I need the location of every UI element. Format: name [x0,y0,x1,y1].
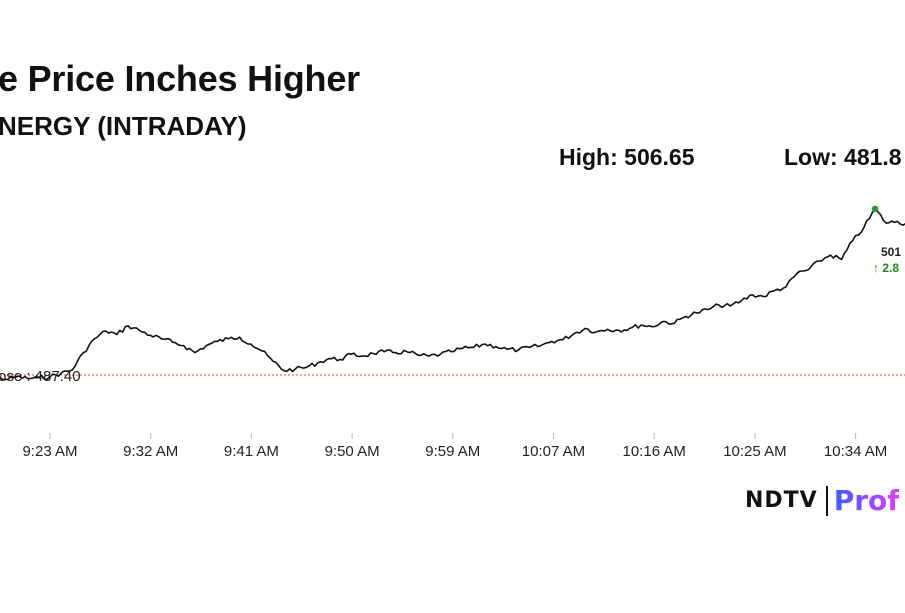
ndtv-profit-logo: NDTV Prof [745,484,899,518]
x-tick-label: 10:25 AM [723,443,786,460]
x-tick-label: 10:34 AM [824,443,887,460]
low-stat: Low: 481.8 [784,144,902,170]
chart-title: e Price Inches Higher [0,58,360,99]
high-point-marker [871,205,879,213]
x-tick-label: 9:32 AM [123,443,178,460]
chart-subtitle: NERGY (INTRADAY) [0,111,247,141]
price-series-line [0,208,905,381]
x-tick-label: 9:59 AM [425,443,480,460]
x-tick-label: 10:07 AM [522,443,585,460]
high-stat: High: 506.65 [559,144,695,170]
x-axis-ticks: 9:23 AM 9:32 AM 9:41 AM 9:50 AM 9:59 AM 10:07… [22,433,887,460]
logo-divider [825,485,828,516]
x-tick-label: 9:50 AM [325,443,380,460]
x-tick-label: 9:41 AM [224,443,279,460]
logo-profit-text: Prof [833,484,900,517]
price-change-label: ↑ 2.8 [873,261,899,275]
last-price-label: 501 [881,245,901,259]
x-tick-label: 9:23 AM [22,443,77,460]
x-tick-label: 10:16 AM [623,443,686,460]
logo-ndtv-text: NDTV [745,488,818,513]
